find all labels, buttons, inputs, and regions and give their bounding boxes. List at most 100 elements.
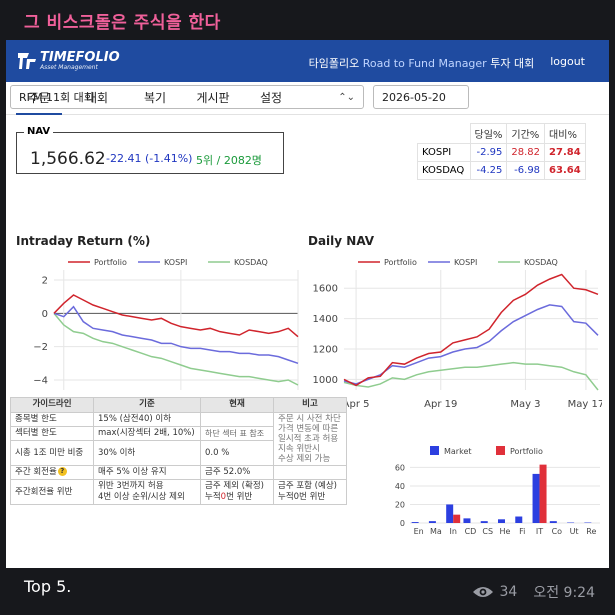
date-input[interactable]: 2026-05-20 (373, 85, 469, 109)
guide-note-cell: 금주 포함 (예상) 누적0번 위반 (273, 479, 347, 505)
guide-current (200, 412, 274, 427)
series-line-kosdaq (53, 312, 299, 386)
guide-label: 시총 1조 미만 비중 (10, 440, 94, 466)
guide-current-line: 금주 제외 (확정) (205, 481, 264, 491)
guide-note-line: 금주 포함 (예상) (278, 481, 337, 491)
bar-market (446, 504, 454, 523)
logo[interactable]: TIMEFOLIO Asset Management (18, 51, 120, 71)
chat-title: 그 비스크돌은 주식을 한다 (24, 13, 221, 33)
legend-label: KOSPI (164, 258, 187, 267)
nav-highlight: Road to Fund Manager (362, 57, 487, 70)
guide-note-line: 일시적 초과 허용 (278, 434, 339, 444)
tab-order[interactable]: 주문 (10, 82, 68, 115)
chevron-updown-icon: ⌃⌄ (338, 92, 355, 103)
guide-rule: 30% 이하 (93, 440, 201, 466)
nav-box (16, 132, 284, 174)
bar-market (549, 521, 557, 523)
y-tick-label: 40 (395, 482, 405, 491)
x-tick-label: En (414, 527, 424, 536)
y-tick-label: 60 (395, 463, 405, 472)
daily-nav-chart-title: Daily NAV (308, 234, 375, 248)
index-period: 28.82 (506, 143, 546, 162)
y-tick-label: 1400 (313, 314, 338, 325)
guide-header-label: 가이드라인 (10, 397, 94, 413)
legend-label: Portfolio (510, 447, 543, 456)
x-tick-label: May 17 (568, 399, 602, 410)
legend-label: KOSDAQ (234, 258, 268, 267)
legend-label: Portfolio (384, 258, 417, 267)
logo-subtitle: Asset Management (40, 64, 98, 71)
x-tick-label: In (449, 527, 456, 536)
guide-header-current: 현재 (200, 397, 274, 413)
contest-select[interactable]: RFM 11회 대회 ⌃⌄ (10, 85, 364, 109)
legend-swatch (430, 446, 439, 455)
bar-market (428, 521, 436, 523)
index-table: 당일% 기간% 대비% KOSPI -2.95 28.82 27.84 KOSD… (417, 123, 586, 180)
nav-brand: 타임폴리오 (308, 57, 360, 70)
bar-market (498, 519, 505, 523)
y-tick-label: 20 (395, 500, 405, 509)
guide-current-cell: 금주 제외 (확정) 누적0번 위반 (200, 479, 274, 505)
nav-label: NAV (24, 126, 54, 137)
help-icon[interactable]: ? (57, 467, 67, 476)
y-tick-label: 0 (42, 309, 48, 320)
daily-nav-chart: 1600 1400 1200 1000 Apr 5 Apr 19 May 3 May 17 Po… (313, 258, 602, 410)
sector-bar-chart: 60 40 20 0 Market Portfolio En Ma In CD CS He Fi IT Co… (395, 446, 600, 536)
bar-market (463, 518, 471, 523)
message-time: 오전 9:24 (533, 585, 595, 601)
guide-label: 주간 회전율 (15, 467, 57, 477)
tab-review[interactable]: 복기 (143, 91, 167, 105)
x-tick-label: IT (536, 527, 543, 536)
table-row: 주간회전율 위반 위반 3번까지 허용 4번 이상 순위/시상 제외 금주 제외… (10, 479, 347, 505)
y-tick-label: −2 (33, 342, 48, 353)
logo-text: TIMEFOLIO (40, 50, 120, 65)
index-period: -6.98 (506, 161, 546, 180)
intraday-return-chart: 20−2−409:0009:1009:20PortfolioKOSPIKOSDA… (33, 258, 302, 410)
guideline-table: 가이드라인 기준 현재 비고 종목별 한도 15% (삼전40) 이하 주문 시… (10, 397, 347, 505)
x-tick-label: CS (482, 527, 493, 536)
guide-note-line: 가격 변동에 따른 (278, 424, 339, 434)
tab-settings[interactable]: 설정 (259, 91, 283, 105)
bar-portfolio (453, 514, 461, 523)
y-tick-label: 2 (42, 276, 48, 287)
header-period: 기간% (506, 123, 546, 144)
guide-current: 금주 52.0% (200, 465, 274, 480)
series-line-kospi (53, 305, 299, 365)
y-tick-label: 1600 (313, 284, 338, 295)
guide-current: 하단 섹터 표 참조 (200, 426, 274, 441)
table-row: KOSDAQ -4.25 -6.98 63.64 (417, 161, 586, 180)
intraday-chart-title: Intraday Return (%) (16, 234, 151, 248)
nav-value: 1,566.62 (30, 149, 106, 169)
guide-current: 0.0 % (200, 440, 274, 466)
legend-label: Market (444, 447, 472, 456)
bar-market (411, 522, 419, 523)
bar-portfolio (539, 464, 547, 523)
guide-note: 주문 시 사전 차단 가격 변동에 따른 일시적 초과 허용 지속 위반시 수상… (273, 412, 347, 466)
guide-note-line: 주문 시 사전 차단 (278, 414, 341, 424)
guide-header-note: 비고 (273, 397, 347, 413)
x-tick-label: May 3 (510, 399, 540, 410)
index-table-corner (417, 123, 470, 144)
index-day: -4.25 (469, 161, 508, 180)
series-line-kosdaq (343, 361, 599, 391)
series-line-kospi (343, 304, 599, 385)
message-caption: Top 5. (24, 577, 72, 596)
violation-prefix: 누적 (205, 492, 221, 502)
tab-board[interactable]: 게시판 (196, 91, 230, 105)
guide-current-line: 누적0번 위반 (205, 492, 269, 503)
guide-label: 종목별 한도 (10, 412, 94, 427)
contest-link[interactable]: 타임폴리오 Road to Fund Manager 투자 대회 (309, 55, 535, 71)
y-tick-label: 0 (400, 519, 405, 528)
index-name: KOSPI (417, 143, 471, 162)
guide-rule: max(시장섹터 2배, 10%) (93, 426, 201, 441)
x-tick-label: He (500, 527, 511, 536)
legend-swatch (496, 446, 505, 455)
nav-rank: 5위 / 2082명 (196, 154, 262, 167)
x-tick-label: Apr 19 (424, 399, 457, 410)
index-name: KOSDAQ (417, 161, 471, 180)
x-tick-label: Fi (519, 527, 525, 536)
table-row: KOSPI -2.95 28.82 27.84 (417, 143, 586, 162)
tab-contest[interactable]: 대회 (85, 91, 109, 105)
header-day: 당일% (469, 123, 508, 144)
logout-link[interactable]: logout (550, 55, 585, 68)
